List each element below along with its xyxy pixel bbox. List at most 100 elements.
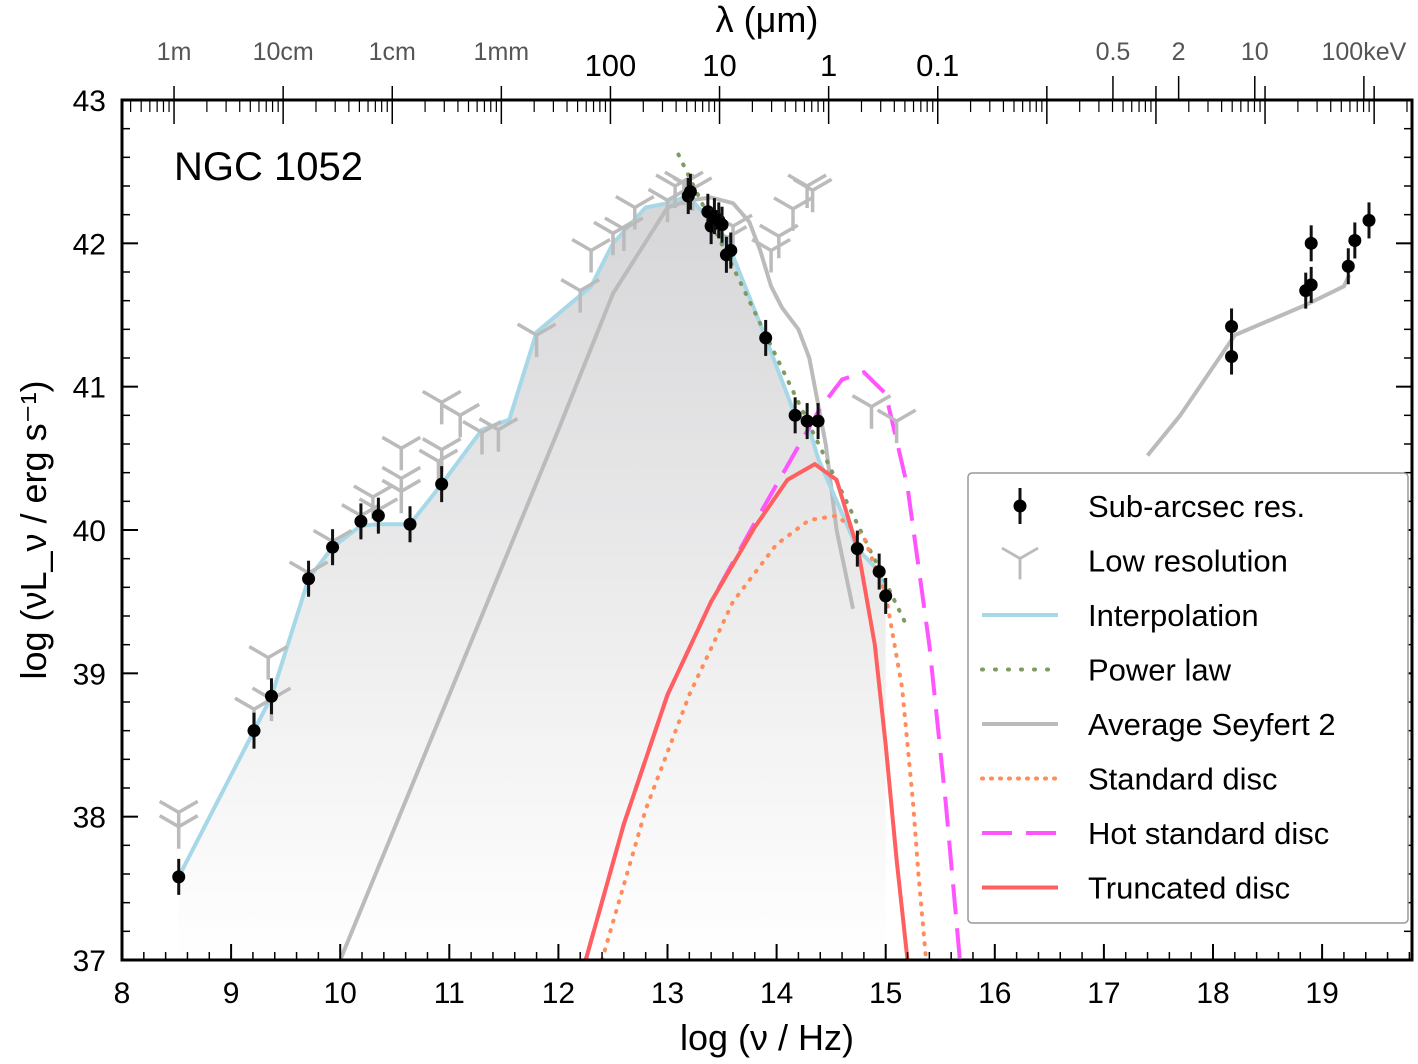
legend-label: Truncated disc xyxy=(1088,871,1290,906)
power-law-line xyxy=(676,152,910,630)
sub-arcsec-point xyxy=(683,173,697,210)
low-res-point xyxy=(421,389,462,425)
low-res-point xyxy=(478,417,519,452)
sub-arcsec-point xyxy=(247,712,261,749)
legend-swatch-tri xyxy=(1001,546,1039,580)
x-tick-label: 16 xyxy=(978,977,1011,1010)
standard-disc-line xyxy=(600,513,929,960)
point-marker xyxy=(326,540,340,554)
galaxy-name-annotation: NGC 1052 xyxy=(174,145,363,189)
legend-label: Low resolution xyxy=(1088,544,1288,579)
point-marker xyxy=(247,724,261,738)
tri-down-icon xyxy=(792,177,833,213)
seyfert2-line-segment-0 xyxy=(338,195,855,960)
x-tick-label: 15 xyxy=(869,977,902,1010)
tri-down-icon xyxy=(248,645,289,680)
sub-arcsec-point xyxy=(1225,308,1239,345)
point-marker xyxy=(302,572,316,586)
sub-arcsec-point xyxy=(302,560,316,597)
low-res-point xyxy=(440,402,481,438)
sub-arcsec-point xyxy=(872,553,886,590)
top-tick-label: 1mm xyxy=(474,38,530,66)
point-marker xyxy=(403,517,417,531)
y-tick-label: 37 xyxy=(73,945,106,978)
low-res-point xyxy=(381,478,422,514)
point-marker xyxy=(1341,259,1355,273)
low-res-point xyxy=(792,177,833,213)
low-res-point xyxy=(158,814,199,849)
point-marker xyxy=(872,565,886,579)
sub-arcsec-point xyxy=(403,506,417,543)
y-tick-label: 40 xyxy=(73,515,106,548)
point-marker xyxy=(715,218,729,232)
legend-item: Power law xyxy=(980,653,1232,688)
low-res-point xyxy=(614,194,655,230)
legend-label: Hot standard disc xyxy=(1088,816,1329,851)
tri-down-icon xyxy=(560,278,601,313)
y-tick-label: 38 xyxy=(73,802,106,835)
low-res-point xyxy=(248,645,289,680)
legend-label: Power law xyxy=(1088,653,1232,688)
sub-arcsec-point xyxy=(715,206,729,243)
sub-arcsec-point xyxy=(1225,338,1239,375)
seyfert2-line-segment-1 xyxy=(1145,274,1352,457)
tri-down-icon xyxy=(516,322,557,358)
x-tick-label: 18 xyxy=(1196,977,1229,1010)
x-tick-label: 9 xyxy=(223,977,240,1010)
sub-arcsec-point xyxy=(1341,248,1355,285)
legend-box xyxy=(967,472,1409,924)
tri-down-icon xyxy=(440,402,481,438)
sub-arcsec-point xyxy=(435,466,449,503)
legend-item: Hot standard disc xyxy=(982,816,1329,851)
low-res-point xyxy=(751,237,791,273)
y-tick-label: 42 xyxy=(73,228,106,261)
low-res-point xyxy=(516,322,557,358)
point-marker xyxy=(788,408,802,422)
top-tick-label: 10cm xyxy=(253,38,314,66)
point-marker xyxy=(172,870,186,884)
sub-arcsec-point xyxy=(879,577,893,614)
sub-arcsec-point xyxy=(1304,225,1318,262)
point-marker xyxy=(1225,350,1239,364)
legend-item: Sub-arcsec res. xyxy=(1013,488,1305,524)
legend-item: Low resolution xyxy=(1001,544,1288,580)
tri-down-icon xyxy=(876,408,917,444)
legend-swatch-point xyxy=(1013,488,1027,524)
y-tick-label: 41 xyxy=(73,372,106,405)
tri-down-icon xyxy=(381,435,422,471)
point-marker xyxy=(1304,278,1318,292)
sub-arcsec-point xyxy=(1348,222,1362,259)
top-wavelength-label: 100 xyxy=(585,48,637,83)
legend-label: Standard disc xyxy=(1088,762,1278,797)
legend-item: Average Seyfert 2 xyxy=(982,707,1336,742)
top-tick-label: 1cm xyxy=(369,38,416,66)
y-axis-title: log (νL_ν / erg s⁻¹) xyxy=(13,380,54,679)
sub-arcsec-points xyxy=(172,173,1376,895)
top-tick-label: 100keV xyxy=(1321,38,1406,66)
sub-arcsec-point xyxy=(788,397,802,434)
point-marker xyxy=(1304,236,1318,250)
tri-down-icon xyxy=(381,478,422,514)
low-res-point xyxy=(876,408,917,444)
point-marker xyxy=(800,414,814,428)
hot-standard-disc-line xyxy=(583,370,962,960)
legend: Sub-arcsec res. Low resolution Interpolati… xyxy=(967,472,1409,924)
point-marker xyxy=(850,542,864,556)
sub-arcsec-point xyxy=(371,497,385,534)
top-tick-label: 1m xyxy=(157,38,192,66)
point-marker xyxy=(371,509,385,523)
sub-arcsec-point xyxy=(354,503,368,540)
sub-arcsec-point xyxy=(724,232,738,269)
tri-down-icon xyxy=(614,194,655,230)
legend-label: Interpolation xyxy=(1088,598,1259,633)
sub-arcsec-point xyxy=(811,403,825,440)
truncated-disc-line xyxy=(583,461,910,960)
point-marker xyxy=(879,589,893,603)
legend-label: Sub-arcsec res. xyxy=(1088,489,1305,524)
tri-down-icon xyxy=(421,389,462,425)
point-marker xyxy=(1013,499,1027,513)
x-tick-label: 10 xyxy=(324,977,357,1010)
top-tick-label: 0.5 xyxy=(1096,38,1131,66)
sub-arcsec-point xyxy=(1362,202,1376,239)
